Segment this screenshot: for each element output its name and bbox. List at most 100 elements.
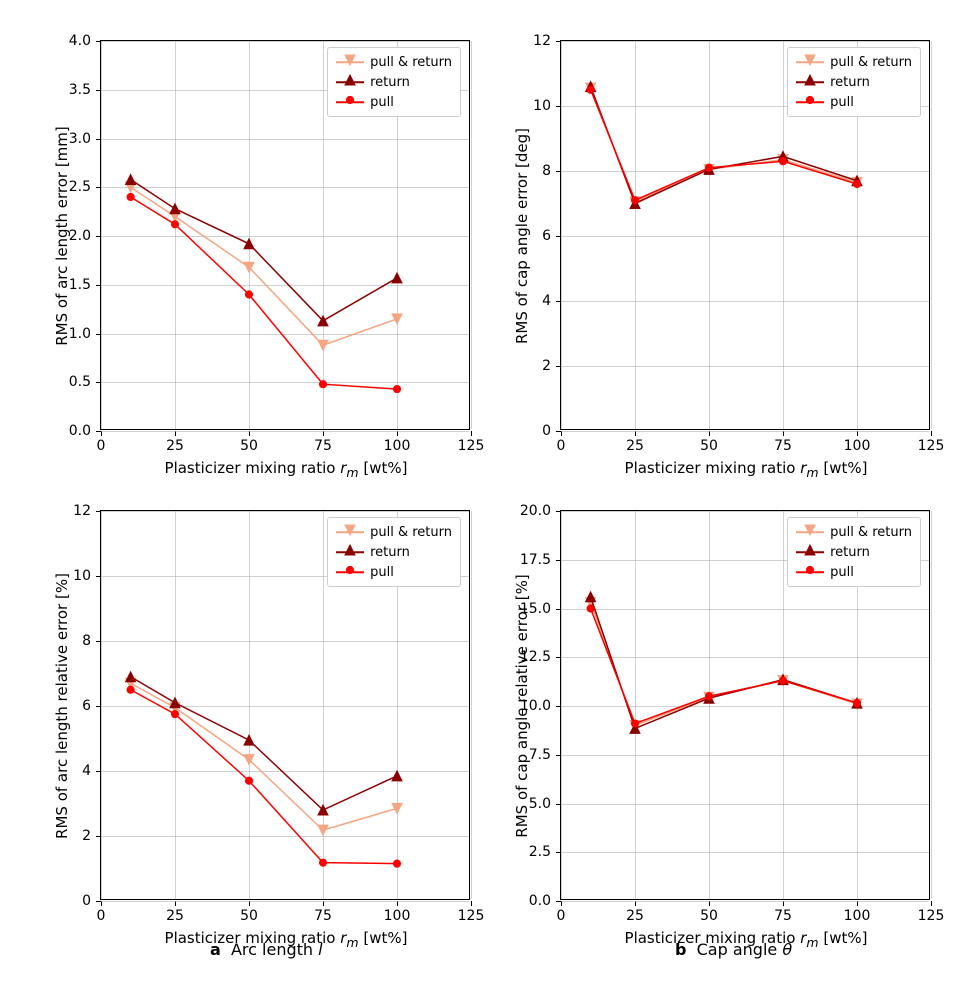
ylabel: RMS of arc length relative error [%] — [53, 511, 71, 901]
grid-line — [471, 41, 472, 429]
legend-sample — [796, 525, 824, 539]
tick-mark — [556, 901, 561, 902]
series-marker-pull — [853, 180, 860, 187]
series-line-return — [131, 677, 397, 810]
legend-sample — [796, 565, 824, 579]
legend: pull & returnreturnpull — [787, 47, 921, 117]
ylabel: RMS of arc length error [mm] — [53, 41, 71, 431]
panel-a_bot: 0255075100125024681012Plasticizer mixing… — [100, 510, 470, 900]
legend-marker — [343, 523, 357, 541]
panel-a_top: 02550751001250.00.51.01.52.02.53.03.54.0… — [100, 40, 470, 430]
grid-line — [471, 511, 472, 899]
xtick-label: 125 — [918, 438, 945, 454]
xtick-label: 100 — [844, 908, 871, 924]
grid-line — [931, 41, 932, 429]
caption-bold: a — [210, 940, 221, 959]
ytick-label: 7.5 — [529, 747, 551, 763]
legend-sample — [336, 565, 364, 579]
legend-label: pull & return — [370, 525, 452, 540]
series-line-pull_return — [591, 603, 857, 726]
series-marker-pull_return — [392, 803, 402, 813]
tick-mark — [931, 901, 932, 906]
grid-line — [931, 511, 932, 899]
caption-italic: l — [318, 940, 322, 959]
series-marker-pull — [127, 193, 134, 200]
xtick-label: 0 — [557, 438, 566, 454]
xtick-label: 50 — [240, 908, 258, 924]
series-marker-pull — [171, 221, 178, 228]
ytick-label: 8 — [82, 633, 91, 649]
series-marker-pull — [705, 693, 712, 700]
legend-item-pull_return: pull & return — [796, 522, 912, 542]
series-marker-pull — [631, 720, 638, 727]
ytick-label: 2.5 — [529, 844, 551, 860]
ytick-label: 12 — [73, 503, 91, 519]
series-marker-return — [126, 174, 136, 184]
legend-sample — [336, 95, 364, 109]
ytick-label: 4 — [82, 763, 91, 779]
series-marker-pull — [587, 605, 594, 612]
series-line-pull — [131, 197, 397, 389]
caption-bold: b — [675, 940, 686, 959]
series-marker-pull — [127, 686, 134, 693]
ytick-label: 2 — [82, 828, 91, 844]
series-marker-pull — [631, 197, 638, 204]
xlabel: Plasticizer mixing ratio rm [wt%] — [561, 459, 931, 480]
xtick-label: 0 — [97, 438, 106, 454]
xtick-label: 75 — [314, 908, 332, 924]
panel-b_top: 0255075100125024681012Plasticizer mixing… — [560, 40, 930, 430]
xtick-label: 25 — [166, 908, 184, 924]
legend-marker — [343, 543, 357, 561]
caption-italic: θ — [782, 940, 792, 959]
ytick-label: 0.5 — [69, 374, 91, 390]
figure-root: 02550751001250.00.51.01.52.02.53.03.54.0… — [20, 20, 949, 971]
series-marker-return — [392, 273, 402, 283]
ytick-label: 6 — [542, 228, 551, 244]
ytick-label: 3.5 — [69, 82, 91, 98]
xtick-label: 0 — [97, 908, 106, 924]
xtick-label: 50 — [700, 908, 718, 924]
ytick-label: 10 — [533, 98, 551, 114]
series-marker-pull — [393, 386, 400, 393]
legend-item-pull_return: pull & return — [336, 522, 452, 542]
legend-label: return — [370, 75, 410, 90]
legend-sample — [336, 545, 364, 559]
legend-sample — [796, 545, 824, 559]
legend-item-return: return — [796, 72, 912, 92]
series-marker-pull — [319, 381, 326, 388]
series-marker-pull_return — [318, 825, 328, 835]
grid-line — [561, 431, 929, 432]
caption-text: Cap angle — [697, 940, 783, 959]
tick-mark — [556, 431, 561, 432]
tick-mark — [96, 431, 101, 432]
legend-item-pull: pull — [336, 562, 452, 582]
tick-mark — [96, 901, 101, 902]
xtick-label: 25 — [626, 908, 644, 924]
legend-marker — [343, 563, 357, 581]
legend-marker — [343, 93, 357, 111]
ytick-label: 12 — [533, 33, 551, 49]
ytick-label: 4.0 — [69, 33, 91, 49]
legend-item-return: return — [336, 542, 452, 562]
xtick-label: 125 — [458, 908, 485, 924]
legend: pull & returnreturnpull — [327, 47, 461, 117]
ytick-label: 2.0 — [69, 228, 91, 244]
ytick-label: 1.5 — [69, 277, 91, 293]
ytick-label: 0 — [82, 893, 91, 909]
legend-marker — [803, 563, 817, 581]
series-line-pull_return — [131, 187, 397, 345]
ytick-label: 8 — [542, 163, 551, 179]
series-marker-pull — [779, 158, 786, 165]
ytick-label: 0.0 — [69, 423, 91, 439]
series-marker-pull — [393, 860, 400, 867]
series-marker-pull — [245, 777, 252, 784]
xtick-label: 25 — [626, 438, 644, 454]
legend-label: pull — [830, 95, 854, 110]
series-line-pull — [131, 690, 397, 864]
legend-marker — [343, 73, 357, 91]
legend-label: return — [830, 75, 870, 90]
series-marker-pull_return — [392, 314, 402, 324]
xtick-label: 100 — [844, 438, 871, 454]
series-marker-return — [392, 771, 402, 781]
ytick-label: 6 — [82, 698, 91, 714]
